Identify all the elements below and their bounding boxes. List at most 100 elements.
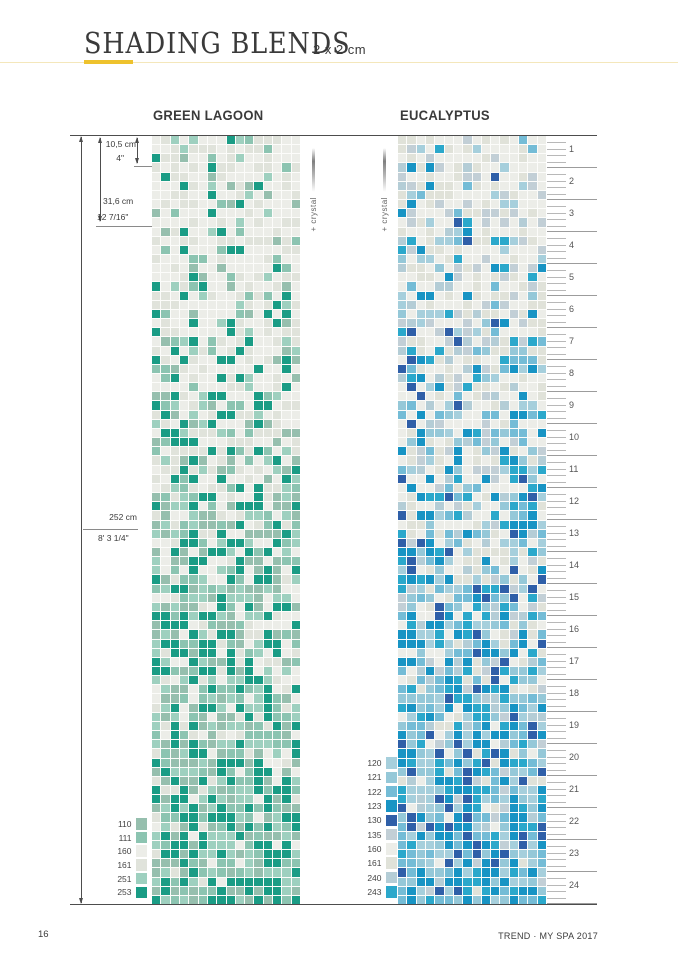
tile — [179, 758, 189, 767]
tile — [509, 657, 519, 666]
tile — [235, 346, 245, 355]
tile — [179, 136, 189, 145]
tile — [519, 776, 528, 785]
tile — [198, 639, 207, 648]
ruler-group: 1 — [547, 136, 597, 168]
tile — [226, 346, 235, 355]
tile — [416, 264, 425, 273]
tile — [282, 685, 291, 694]
tile — [189, 566, 198, 575]
tile — [491, 703, 500, 712]
tile — [198, 767, 207, 776]
tile — [179, 245, 189, 254]
tile — [179, 557, 189, 566]
tile — [254, 859, 263, 868]
tile — [273, 209, 282, 218]
tile — [263, 236, 273, 245]
tile — [472, 850, 481, 859]
tile — [453, 163, 463, 172]
tile — [254, 813, 263, 822]
tile — [500, 465, 509, 474]
tile — [161, 666, 170, 676]
tile — [528, 172, 537, 181]
tile — [207, 602, 217, 612]
color-swatch — [135, 872, 147, 885]
tile — [491, 557, 500, 566]
tile — [235, 813, 245, 822]
arrowhead-down-icon — [79, 898, 83, 904]
tile — [491, 428, 500, 438]
tile — [472, 630, 481, 639]
tile — [472, 300, 481, 309]
tile — [463, 328, 472, 337]
tile — [235, 181, 245, 190]
ruler-separator — [547, 903, 597, 904]
tile — [481, 557, 491, 566]
tile — [398, 850, 407, 859]
tile — [161, 566, 170, 575]
tile — [245, 190, 254, 200]
ruler-group: 13 — [547, 520, 597, 552]
tile — [217, 163, 226, 172]
tile — [463, 190, 472, 200]
tile — [245, 685, 254, 694]
tile — [226, 447, 235, 456]
tile — [500, 410, 509, 419]
ruler-tick — [547, 475, 566, 477]
tile — [472, 538, 481, 547]
legend-row: 251 — [88, 872, 147, 886]
tile — [509, 877, 519, 886]
tile — [245, 776, 254, 785]
tile — [500, 758, 509, 767]
tile — [245, 795, 254, 804]
tile — [472, 474, 481, 483]
ruler-number: 9 — [569, 399, 575, 410]
tile — [198, 291, 207, 300]
tile — [226, 309, 235, 319]
tile — [435, 328, 444, 337]
tile — [463, 282, 472, 291]
tile — [235, 795, 245, 804]
tile — [509, 593, 519, 602]
tile — [170, 502, 179, 511]
tile — [282, 859, 291, 868]
tile — [453, 859, 463, 868]
tile — [245, 209, 254, 218]
tile — [463, 877, 472, 886]
tile — [500, 795, 509, 804]
tile — [189, 410, 198, 419]
tile — [398, 685, 407, 694]
tile — [207, 374, 217, 383]
tile — [254, 612, 263, 621]
tile — [407, 145, 416, 154]
tile — [416, 758, 425, 767]
ruler-tick — [547, 571, 566, 573]
tile — [217, 886, 226, 895]
tile — [416, 804, 425, 813]
tile — [481, 511, 491, 520]
tile — [472, 355, 481, 364]
tile — [453, 145, 463, 154]
tile — [235, 529, 245, 538]
tile — [273, 465, 282, 474]
tile — [273, 566, 282, 575]
tile — [217, 172, 226, 181]
tile — [179, 419, 189, 428]
tile — [509, 712, 519, 721]
tile — [425, 648, 435, 657]
tile — [416, 813, 425, 822]
tile — [519, 346, 528, 355]
tile — [226, 685, 235, 694]
tile — [509, 209, 519, 218]
tile — [435, 465, 444, 474]
tile — [179, 364, 189, 374]
tile — [161, 245, 170, 254]
tile — [207, 740, 217, 749]
tile — [537, 795, 546, 804]
tile — [463, 172, 472, 181]
tile — [509, 557, 519, 566]
tile — [425, 602, 435, 612]
tile — [179, 200, 189, 209]
tile — [491, 255, 500, 264]
tile — [263, 309, 273, 319]
